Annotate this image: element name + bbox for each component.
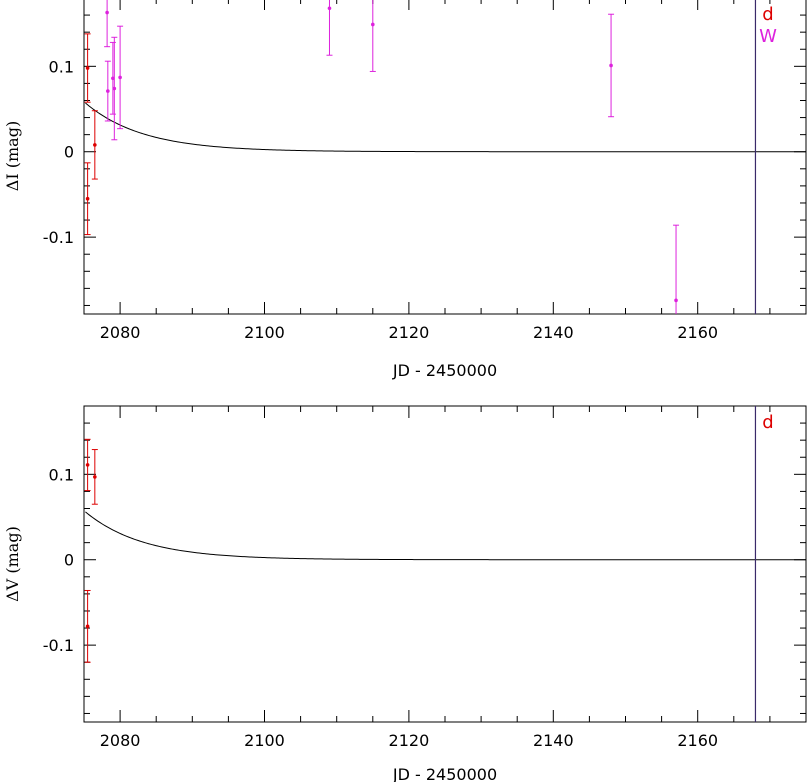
point-marker [111, 76, 115, 81]
x-tick-label: 2100 [244, 323, 285, 342]
point-marker [112, 86, 117, 91]
y-tick-label: -0.1 [43, 228, 74, 247]
legend-label-W: W [759, 26, 777, 47]
data-point-d [84, 162, 91, 236]
x-tick-label: 2140 [533, 323, 574, 342]
point-marker [85, 624, 90, 629]
point-marker [327, 6, 332, 11]
data-point-d [84, 438, 91, 492]
y-tick-label: 0.1 [49, 465, 74, 484]
x-axis-title: JD - 2450000 [392, 361, 497, 380]
plot-frame [83, 405, 807, 723]
x-tick-label: 2080 [100, 323, 141, 342]
data-point-W [117, 25, 124, 130]
point-marker [609, 63, 613, 68]
point-marker [105, 10, 109, 15]
plot-area [84, 0, 806, 314]
data-point-W [111, 36, 118, 141]
x-tick-label: 2160 [677, 731, 718, 750]
point-marker [85, 66, 90, 70]
data-point-d [91, 110, 98, 180]
y-tick-label: 0 [64, 143, 74, 162]
point-marker [371, 22, 375, 27]
data-point-d [84, 589, 91, 663]
top-panel-i-band: 2080 2100 2120 2140 2160 -0.1 0 0.1 JD - 2450000… [3, 0, 807, 380]
data-point-W [326, 0, 333, 56]
data-point-W [104, 60, 111, 122]
x-axis-title: JD - 2450000 [392, 765, 497, 782]
point-marker [93, 143, 97, 147]
data-point-d [84, 33, 91, 103]
y-tick-label: 0.1 [49, 57, 74, 76]
data-point-d [91, 449, 98, 505]
point-marker [106, 89, 110, 93]
y-axis-title: ΔI (mag) [3, 121, 22, 191]
model-curve [85, 511, 806, 561]
bottom-panel-v-band: 2080 2100 2120 2140 2160 -0.1 0 0.1 JD - 2450000… [3, 405, 807, 782]
data-point-W [369, 0, 376, 72]
x-tick-label: 2160 [677, 323, 718, 342]
x-tick-label: 2140 [533, 731, 574, 750]
legend-label-d: d [762, 4, 773, 25]
x-tick-label: 2120 [389, 731, 430, 750]
plot-area [84, 406, 806, 722]
y-tick-label: -0.1 [43, 636, 74, 655]
point-marker [118, 75, 122, 80]
point-marker [85, 463, 90, 467]
legend-label-d: d [762, 412, 773, 433]
x-tick-label: 2100 [244, 731, 285, 750]
x-tick-label: 2120 [389, 323, 430, 342]
data-point-W [109, 41, 116, 115]
data-point-W [608, 13, 615, 118]
y-axis-title: ΔV (mag) [3, 526, 22, 602]
data-point-W [673, 224, 680, 314]
point-marker [85, 196, 90, 201]
y-tick-label: 0 [64, 551, 74, 570]
plot-frame [83, 0, 807, 315]
data-point-W [104, 0, 111, 48]
x-tick-label: 2080 [100, 731, 141, 750]
point-marker [93, 475, 97, 479]
model-curve [85, 102, 806, 153]
point-marker [674, 298, 678, 303]
